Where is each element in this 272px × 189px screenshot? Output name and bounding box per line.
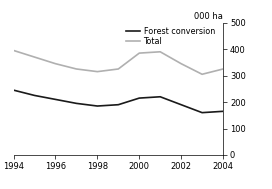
Line: Forest conversion: Forest conversion <box>14 90 223 113</box>
Forest conversion <box>200 112 204 114</box>
Total <box>159 51 162 53</box>
Total <box>200 73 204 75</box>
Total <box>180 63 183 65</box>
Total <box>33 56 36 58</box>
Forest conversion <box>221 110 225 112</box>
Forest conversion <box>33 94 36 97</box>
Forest conversion <box>75 102 78 105</box>
Total <box>138 52 141 54</box>
Total <box>75 68 78 70</box>
Line: Total: Total <box>14 50 223 74</box>
Forest conversion <box>117 104 120 106</box>
Forest conversion <box>159 96 162 98</box>
Forest conversion <box>12 89 15 91</box>
Total <box>117 68 120 70</box>
Forest conversion <box>138 97 141 99</box>
Legend: Forest conversion, Total: Forest conversion, Total <box>126 27 215 46</box>
Total <box>96 70 99 73</box>
Total <box>12 49 15 52</box>
Forest conversion <box>54 98 57 101</box>
Total <box>54 63 57 65</box>
Total <box>221 68 225 70</box>
Text: 000 ha: 000 ha <box>194 12 223 21</box>
Forest conversion <box>180 104 183 106</box>
Forest conversion <box>96 105 99 107</box>
